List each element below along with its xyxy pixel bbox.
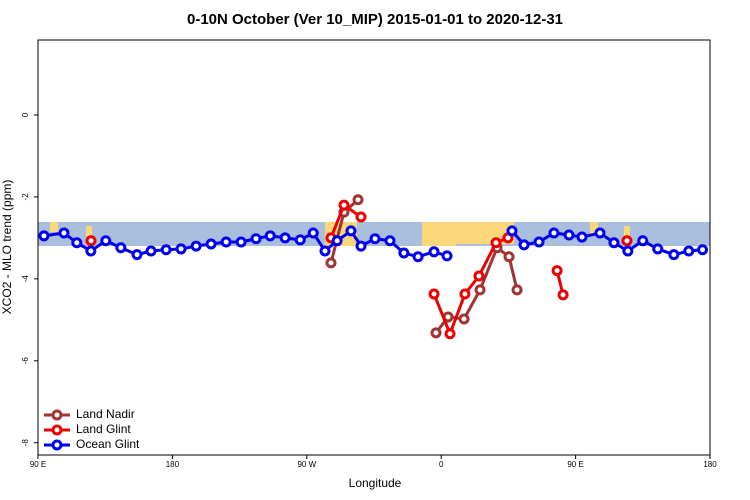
- point: [594, 227, 606, 239]
- legend-label: Land Nadir: [76, 407, 135, 421]
- x-axis-label: Longitude: [349, 476, 402, 490]
- point: [131, 249, 143, 261]
- point: [190, 240, 202, 252]
- x-tick-label: 90 E: [567, 460, 583, 469]
- legend-swatch: [51, 424, 63, 436]
- point: [458, 313, 470, 325]
- point: [220, 236, 232, 248]
- point: [473, 270, 485, 282]
- legend-label: Ocean Glint: [76, 437, 140, 451]
- point: [175, 243, 187, 255]
- point: [444, 328, 456, 340]
- point: [652, 243, 664, 255]
- point: [621, 235, 633, 247]
- y-tick-label: -6: [21, 357, 30, 365]
- point: [668, 249, 680, 261]
- plot-frame: [37, 39, 711, 456]
- point: [160, 244, 172, 256]
- point: [576, 231, 588, 243]
- point: [518, 239, 530, 251]
- legend-swatch: [51, 409, 63, 421]
- point: [71, 237, 83, 249]
- point: [608, 237, 620, 249]
- land-band: [590, 222, 598, 234]
- point: [145, 245, 157, 257]
- point: [294, 234, 306, 246]
- point: [548, 227, 560, 239]
- land-band: [422, 222, 456, 246]
- point: [355, 211, 367, 223]
- land-band: [86, 226, 92, 236]
- point: [637, 235, 649, 247]
- y-tick-label: 0: [21, 112, 30, 117]
- point: [384, 235, 396, 247]
- point: [355, 240, 367, 252]
- point: [307, 227, 319, 239]
- x-tick-label: 180: [703, 460, 717, 469]
- y-tick-label: -8: [21, 439, 30, 447]
- point: [345, 225, 357, 237]
- land-band: [50, 222, 58, 232]
- point: [85, 245, 97, 257]
- legend-label: Land Glint: [76, 422, 131, 436]
- point: [533, 236, 545, 248]
- point: [115, 242, 127, 254]
- point: [38, 230, 50, 242]
- point: [412, 251, 424, 263]
- point: [511, 284, 523, 296]
- point: [235, 236, 247, 248]
- point: [264, 230, 276, 242]
- point: [338, 199, 350, 211]
- point: [352, 194, 364, 206]
- point: [85, 235, 97, 247]
- point: [250, 233, 262, 245]
- land-band: [456, 222, 514, 244]
- point: [428, 288, 440, 300]
- y-tick-label: -2: [21, 193, 30, 201]
- point: [398, 247, 410, 259]
- point: [683, 245, 695, 257]
- point: [551, 265, 563, 277]
- point: [474, 284, 486, 296]
- point: [622, 245, 634, 257]
- legend-swatch: [51, 439, 63, 451]
- point: [205, 238, 217, 250]
- point: [319, 245, 331, 257]
- x-tick-label: 180: [166, 460, 180, 469]
- point: [100, 235, 112, 247]
- point: [557, 289, 569, 301]
- point: [490, 237, 502, 249]
- point: [279, 232, 291, 244]
- point: [506, 225, 518, 237]
- chart-title: 0-10N October (Ver 10_MIP) 2015-01-01 to…: [187, 11, 563, 28]
- point: [325, 257, 337, 269]
- point: [428, 246, 440, 258]
- point: [331, 235, 343, 247]
- point: [697, 244, 709, 256]
- x-tick-label: 90 W: [297, 460, 316, 469]
- point: [563, 229, 575, 241]
- point: [441, 250, 453, 262]
- point: [58, 227, 70, 239]
- land-band: [624, 226, 630, 236]
- point: [369, 233, 381, 245]
- y-axis-label: XCO2 - MLO trend (ppm): [0, 180, 14, 315]
- x-tick-label: 90 E: [30, 460, 46, 469]
- point: [459, 288, 471, 300]
- point: [430, 327, 442, 339]
- y-tick-label: -4: [21, 275, 30, 283]
- point: [503, 251, 515, 263]
- x-tick-label: 0: [439, 460, 444, 469]
